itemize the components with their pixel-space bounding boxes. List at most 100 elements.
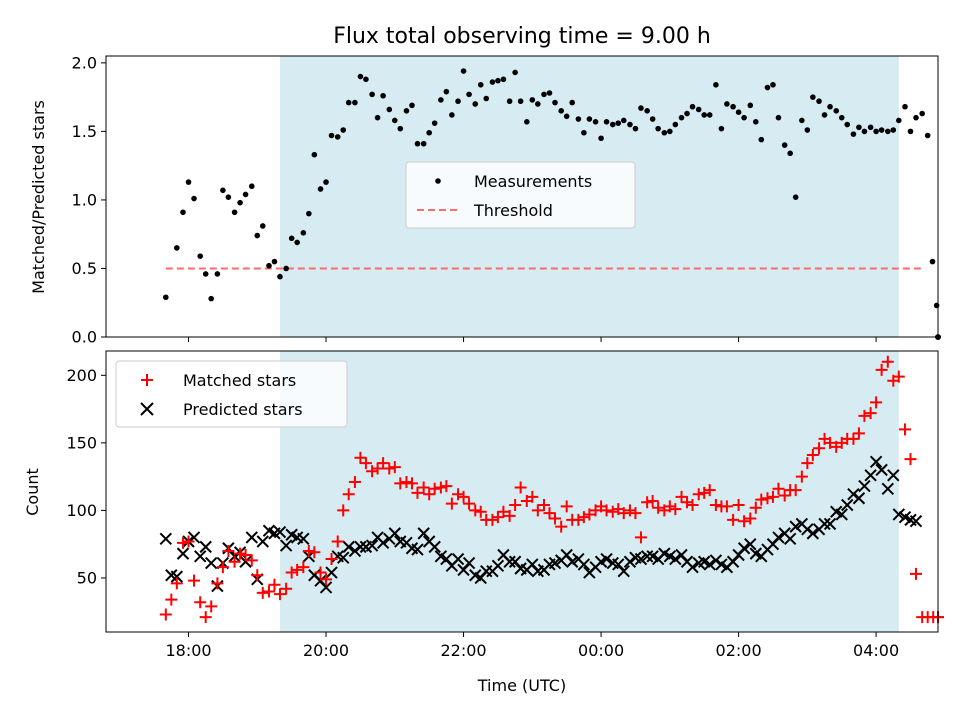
matched-star-point <box>847 432 860 445</box>
top-y-axis-label: Matched/Predicted stars <box>29 100 48 294</box>
measurement-point <box>827 103 833 110</box>
matched-star-point <box>629 507 642 520</box>
measurement-point <box>850 131 857 137</box>
matched-star-point <box>600 504 613 517</box>
measurement-point <box>380 92 386 99</box>
predicted-star-point <box>623 555 637 568</box>
predicted-star-point <box>565 555 579 568</box>
matched-star-point <box>669 503 682 516</box>
measurement-point <box>924 132 931 139</box>
measurement-point <box>792 194 799 200</box>
predicted-star-point <box>256 535 269 548</box>
measurement-point <box>730 103 736 110</box>
matched-star-point <box>732 499 745 512</box>
matched-star-point <box>503 509 516 522</box>
x-tick-label: 02:00 <box>716 641 762 660</box>
measurement-point <box>890 127 897 133</box>
measurement-point <box>735 109 742 115</box>
predicted-star-point <box>801 523 814 536</box>
predicted-star-point <box>204 556 218 570</box>
matched-star-point <box>216 561 229 574</box>
predicted-star-point <box>789 520 802 533</box>
matched-star-point <box>411 486 424 499</box>
predicted-star-point <box>847 487 860 501</box>
measurement-point <box>248 183 255 190</box>
predicted-star-point <box>852 492 866 505</box>
measurement-point <box>191 195 197 202</box>
measurement-point <box>575 116 582 122</box>
measurement-point <box>929 258 936 265</box>
predicted-star-point <box>600 552 613 566</box>
matched-star-point <box>652 501 665 514</box>
predicted-star-point <box>337 551 350 564</box>
legend-matched-label: Matched stars <box>183 371 296 390</box>
measurement-point <box>678 114 685 121</box>
measurement-point <box>706 112 713 118</box>
predicted-star-point <box>772 531 785 544</box>
legend-predicted-label: Predicted stars <box>183 400 303 419</box>
matched-star-point <box>898 423 911 436</box>
matched-star-point <box>445 497 458 510</box>
predicted-star-point <box>428 540 441 554</box>
measurement-point <box>558 108 564 114</box>
measurement-point <box>431 120 438 126</box>
measurement-point <box>483 95 490 102</box>
measurement-point <box>477 81 484 88</box>
measurement-point <box>231 209 238 216</box>
matched-star-point <box>806 449 819 462</box>
matched-star-point <box>331 535 344 548</box>
bottom-legend-box <box>115 360 348 428</box>
bottom-legend: Matched stars Predicted stars <box>115 360 348 428</box>
matched-star-point <box>280 582 293 595</box>
matched-star-point <box>388 461 401 474</box>
matched-star-point <box>320 573 333 586</box>
measurement-point <box>524 118 530 125</box>
matched-star-point <box>423 488 436 501</box>
measurement-point <box>810 94 816 100</box>
top-y-tick-label: 2.0 <box>72 53 97 72</box>
measurement-point <box>357 73 364 80</box>
bottom-y-axis-label: Count <box>23 468 42 516</box>
measurement-point <box>615 120 622 126</box>
measurement-point <box>603 118 610 125</box>
matched-star-point <box>543 507 556 520</box>
measurement-point <box>661 129 668 136</box>
measurement-point <box>775 114 782 121</box>
matched-star-point <box>337 504 350 517</box>
measurement-point <box>838 114 845 121</box>
measurement-point <box>220 187 226 194</box>
top-legend-box <box>405 161 636 229</box>
measurement-point <box>758 136 765 143</box>
predicted-star-point <box>491 559 505 573</box>
measurement-point <box>185 179 192 185</box>
predicted-star-point <box>239 555 252 568</box>
predicted-star-point <box>319 581 333 594</box>
measurement-point <box>283 265 289 272</box>
matched-star-point <box>641 496 654 509</box>
matched-star-point <box>486 513 499 526</box>
predicted-star-point <box>887 469 900 482</box>
matched-star-point <box>870 396 883 409</box>
measurement-point <box>180 209 186 216</box>
bottom-y-tick-label: 100 <box>66 501 97 520</box>
measurement-point <box>833 108 840 114</box>
measurement-point <box>391 117 398 124</box>
predicted-star-point <box>159 532 173 545</box>
x-tick-label: 20:00 <box>303 641 349 660</box>
measurement-point <box>907 128 914 135</box>
measurement-point <box>741 114 747 121</box>
measurement-point <box>202 271 209 277</box>
measurement-point <box>598 135 604 142</box>
matched-star-point <box>795 470 808 483</box>
matched-star-point <box>646 494 659 507</box>
bottom-count-points <box>159 355 944 624</box>
predicted-star-point <box>640 550 654 563</box>
matched-star-point <box>188 574 201 587</box>
matched-star-point <box>766 490 779 503</box>
measurement-point <box>861 128 868 135</box>
matched-star-point <box>177 536 190 549</box>
matched-star-point <box>262 585 275 598</box>
matched-star-point <box>452 488 465 501</box>
matched-star-point <box>463 497 476 510</box>
measurement-point <box>816 98 822 105</box>
